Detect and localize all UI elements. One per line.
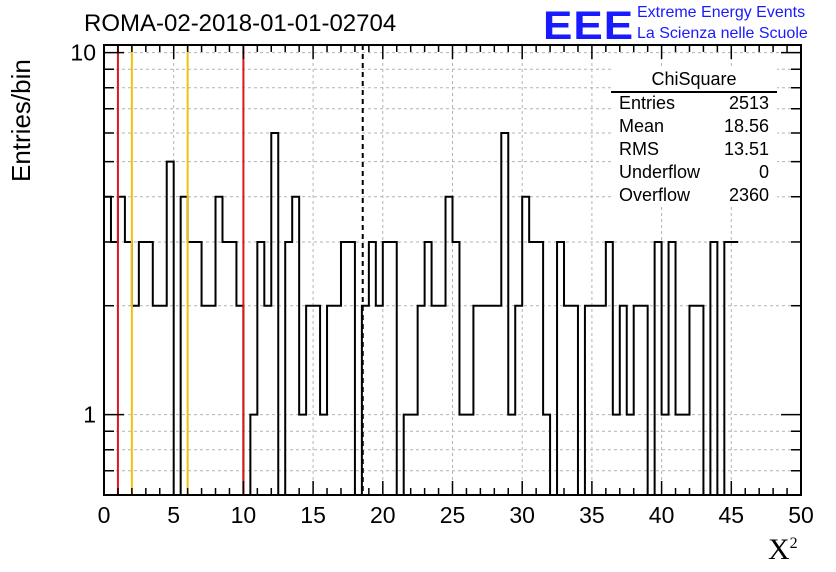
stats-value: 13.51 [723,139,769,159]
stats-value: 2513 [728,93,769,113]
y-axis-label: Entries/bin [6,59,36,182]
stats-value: 0 [758,162,769,182]
x-tick-label: 25 [440,502,466,528]
logo-line-1: Extreme Energy Events [637,4,806,21]
x-tick-label: 15 [300,502,326,528]
x-tick-label: 5 [167,502,180,528]
stats-row-underflow: Underflow 0 [619,162,769,185]
stats-row-overflow: Overflow 2360 [619,185,769,208]
stats-row-entries: Entries 2513 [619,93,769,116]
stats-value: 18.56 [723,116,769,136]
stats-value: 2360 [728,185,769,205]
x-axis-label-superscript: 2 [789,535,798,552]
x-tick-label: 10 [231,502,257,528]
x-tick-label: 40 [649,502,675,528]
x-tick-label: 45 [719,502,745,528]
stats-label: Mean [619,116,665,136]
x-tick-label: 20 [370,502,396,528]
x-tick-label: 50 [788,502,814,528]
run-title: ROMA-02-2018-01-01-02704 [84,10,397,37]
histogram-line [104,131,739,496]
stats-row-mean: Mean 18.56 [619,116,769,139]
stats-label: Overflow [619,185,691,205]
stats-row-rms: RMS 13.51 [619,139,769,162]
stats-box: ChiSquare Entries 2513 Mean 18.56 RMS 13.51… [611,66,777,206]
y-tick-label: 1 [83,402,96,428]
stats-divider [611,91,777,93]
y-tick-label: 10 [70,40,96,66]
stats-label: Entries [619,93,676,113]
x-axis-label-base: X [768,533,790,566]
x-tick-label: 35 [579,502,605,528]
logo-line-2: La Scienza nelle Scuole [637,25,808,42]
stats-title: ChiSquare [651,69,737,89]
logo-caption: Extreme Energy Events La Scienza nelle S… [637,2,808,44]
x-axis-label: X2 [768,533,798,567]
x-tick-label: 30 [509,502,535,528]
eee-logo: EEE [543,4,635,49]
stats-label: RMS [619,139,659,159]
x-tick-label: 0 [98,502,111,528]
stats-label: Underflow [619,162,701,182]
